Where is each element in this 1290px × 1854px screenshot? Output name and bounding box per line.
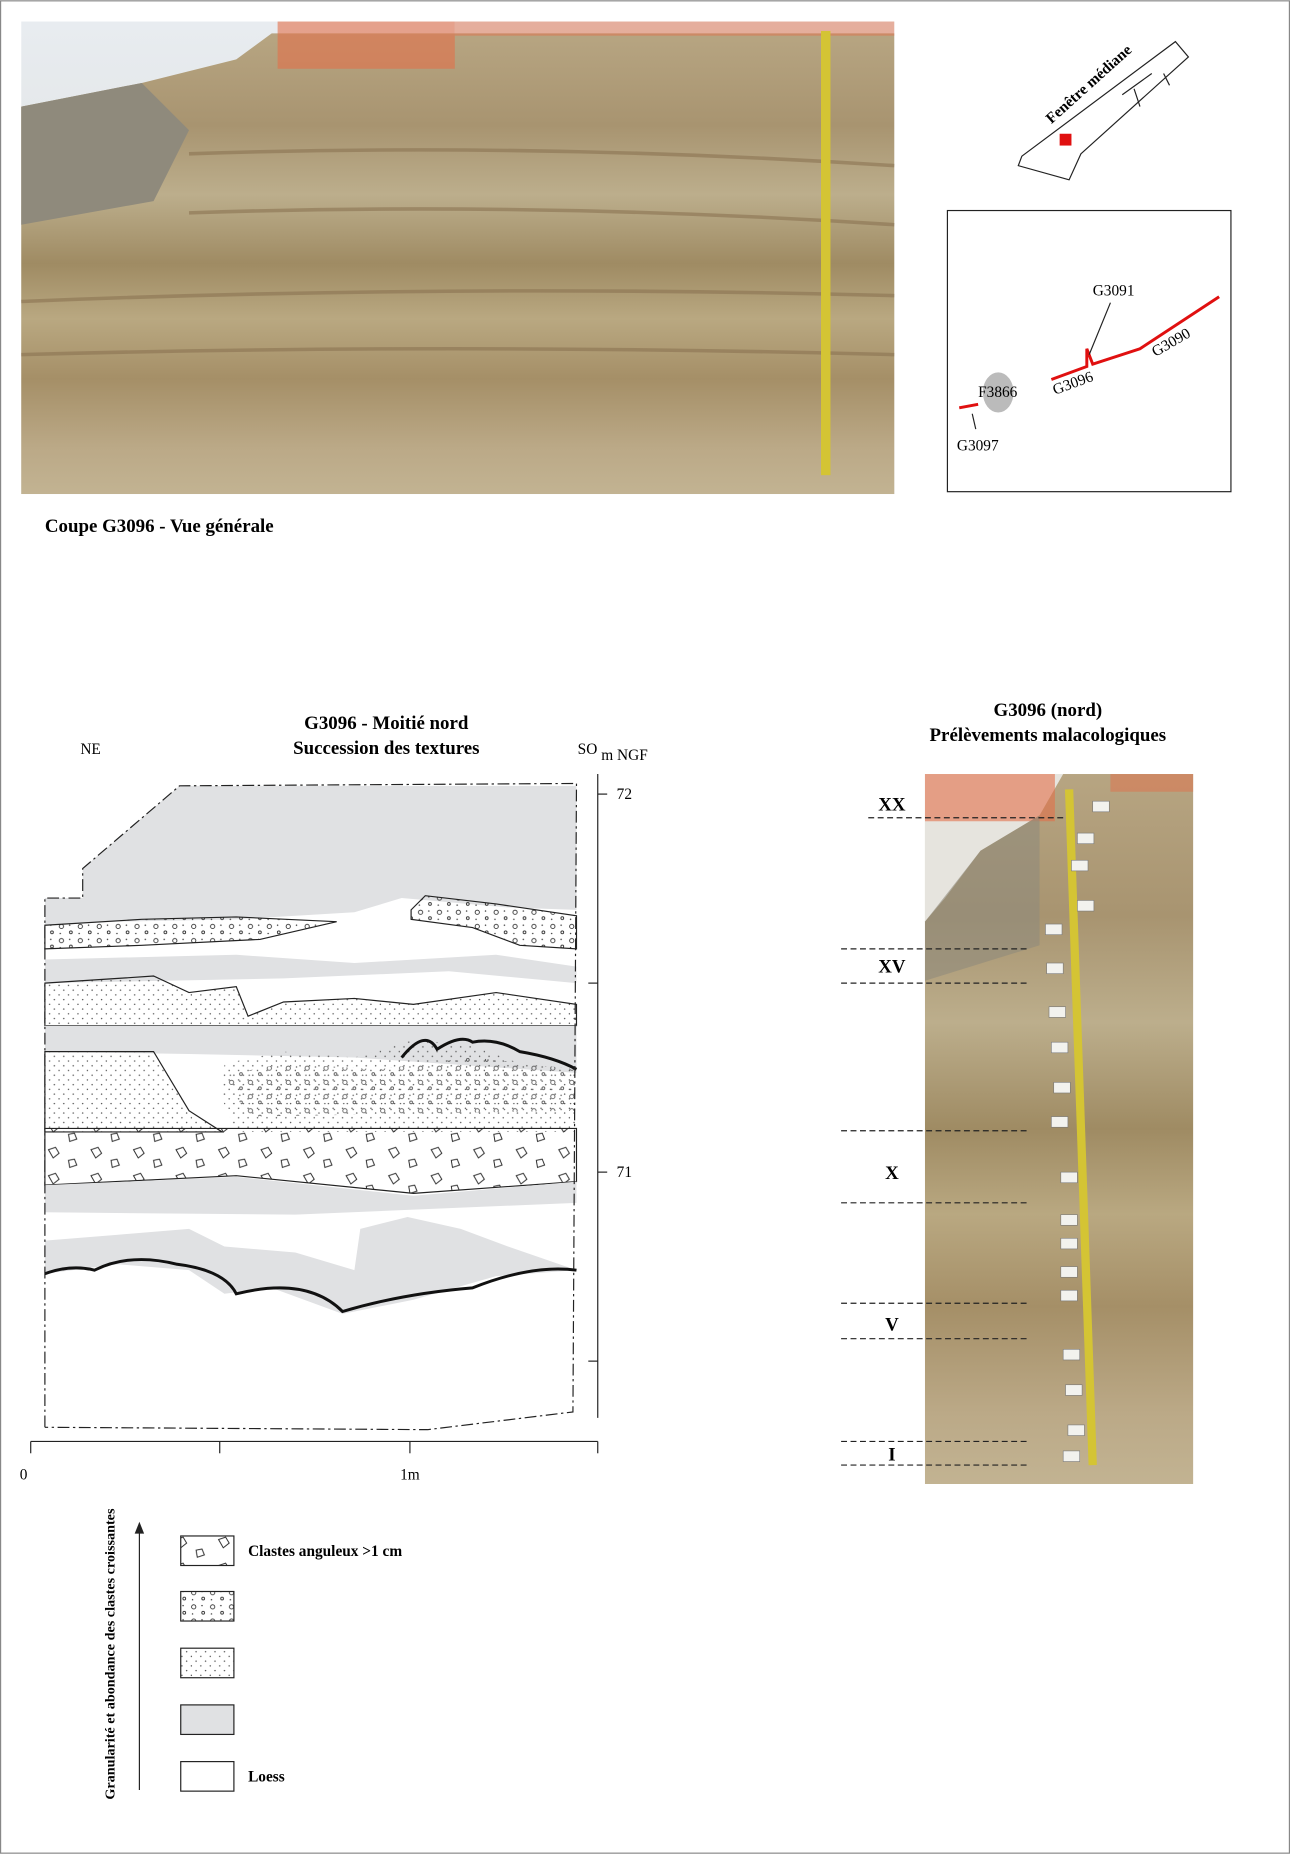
map-label: G3097 bbox=[957, 437, 999, 454]
section-layers bbox=[44, 785, 578, 1314]
sample-boundaries bbox=[841, 817, 1064, 1466]
map-label: G3091 bbox=[1093, 283, 1135, 300]
map-label: F3866 bbox=[978, 384, 1018, 401]
section-title: G3096 - Moitié nord bbox=[304, 713, 469, 734]
elevation-label: 72 bbox=[617, 786, 632, 803]
feature-f3866 bbox=[982, 372, 1014, 413]
scale-label: 1m bbox=[400, 1466, 420, 1483]
sampling-title: Prélèvements malacologiques bbox=[930, 725, 1167, 746]
sample-label: I bbox=[888, 1444, 895, 1465]
leader-lines bbox=[971, 302, 1111, 430]
sampling-title: G3096 (nord) bbox=[994, 700, 1103, 721]
site-outline bbox=[1017, 40, 1190, 181]
section-outline bbox=[44, 782, 578, 1431]
legend-arrowhead bbox=[134, 1521, 145, 1534]
section-title: Succession des textures bbox=[293, 738, 479, 759]
photo-caption: Coupe G3096 - Vue générale bbox=[45, 516, 274, 537]
elevation-axis bbox=[588, 774, 608, 1418]
sample-label: X bbox=[885, 1163, 899, 1184]
sample-label: V bbox=[885, 1314, 899, 1335]
scale-bar bbox=[30, 1440, 599, 1454]
elevation-label: 71 bbox=[617, 1164, 632, 1181]
trench-lines bbox=[958, 295, 1220, 410]
sample-label: XV bbox=[878, 956, 906, 977]
section-left: NE bbox=[80, 741, 100, 758]
photo-general bbox=[21, 21, 895, 495]
section-right: SO bbox=[578, 741, 598, 758]
legend-item: Loess bbox=[248, 1769, 285, 1786]
key-map-frame bbox=[946, 209, 1232, 493]
legend-axis-label: Granularité et abondance des clastes cro… bbox=[103, 1508, 119, 1800]
legend-swatches bbox=[180, 1535, 235, 1792]
photo-sampling bbox=[924, 774, 1194, 1484]
legend-item: Clastes anguleux >1 cm bbox=[248, 1543, 402, 1560]
scale-label: 0 bbox=[20, 1466, 28, 1483]
section-unit: m NGF bbox=[601, 747, 647, 764]
sample-label: XX bbox=[878, 795, 906, 816]
